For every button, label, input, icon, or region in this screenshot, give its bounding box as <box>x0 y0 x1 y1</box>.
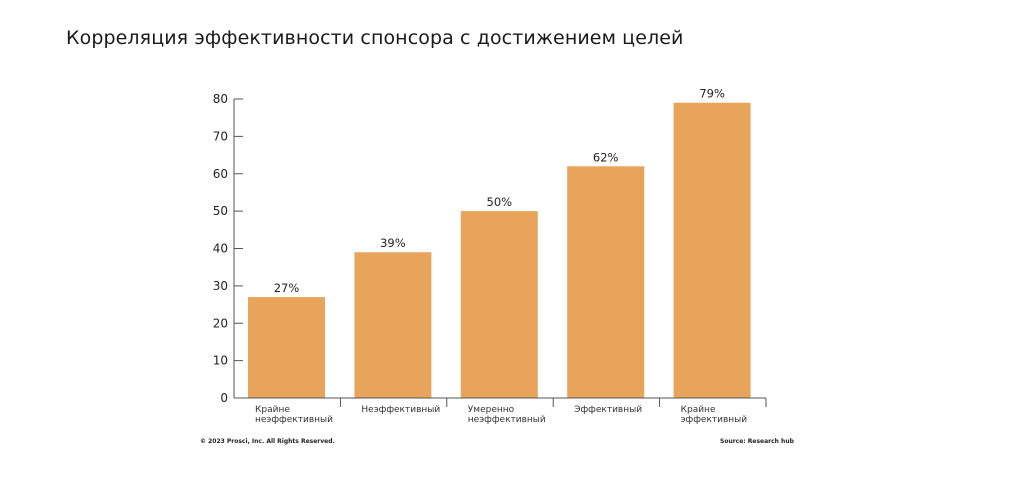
y-tick-label: 70 <box>213 129 228 143</box>
y-tick-label: 30 <box>213 279 228 293</box>
x-category-label: Умеренно <box>468 405 515 415</box>
bar <box>567 166 645 398</box>
x-category-label: Неэффективный <box>361 405 440 415</box>
y-tick-label: 20 <box>213 316 228 330</box>
x-category-label: неэффективный <box>468 415 546 425</box>
bar <box>460 211 538 398</box>
bar-data-label: 62% <box>593 150 619 164</box>
bar-data-label: 79% <box>699 87 725 101</box>
x-category-label: Крайне <box>255 405 290 415</box>
source-note: Source: Research hub <box>720 438 794 445</box>
bar <box>673 102 751 399</box>
y-tick-label: 40 <box>213 242 228 256</box>
bars: 27% 39% 50% 62% 79% <box>248 87 751 399</box>
y-axis: 0 10 20 30 40 50 60 70 80 <box>213 92 243 405</box>
copyright-note: © 2023 Prosci, Inc. All Rights Reserved. <box>200 438 335 445</box>
x-category-label: эффективный <box>681 415 748 425</box>
bar-data-label: 39% <box>380 236 406 250</box>
bar-data-label: 27% <box>274 281 300 295</box>
x-category-label: Крайне <box>681 405 716 415</box>
y-tick-label: 60 <box>213 167 228 181</box>
bar-data-label: 50% <box>487 195 513 209</box>
page-title: Корреляция эффективности спонсора с дост… <box>66 27 684 49</box>
bar <box>248 297 325 398</box>
y-tick-label: 50 <box>213 204 228 218</box>
x-category-label: Эффективный <box>574 405 642 415</box>
y-tick-label: 10 <box>213 354 228 368</box>
bar <box>354 252 432 398</box>
y-tick-label: 80 <box>213 92 228 106</box>
y-tick-label: 0 <box>220 391 228 405</box>
x-category-label: неэффективный <box>255 415 333 425</box>
